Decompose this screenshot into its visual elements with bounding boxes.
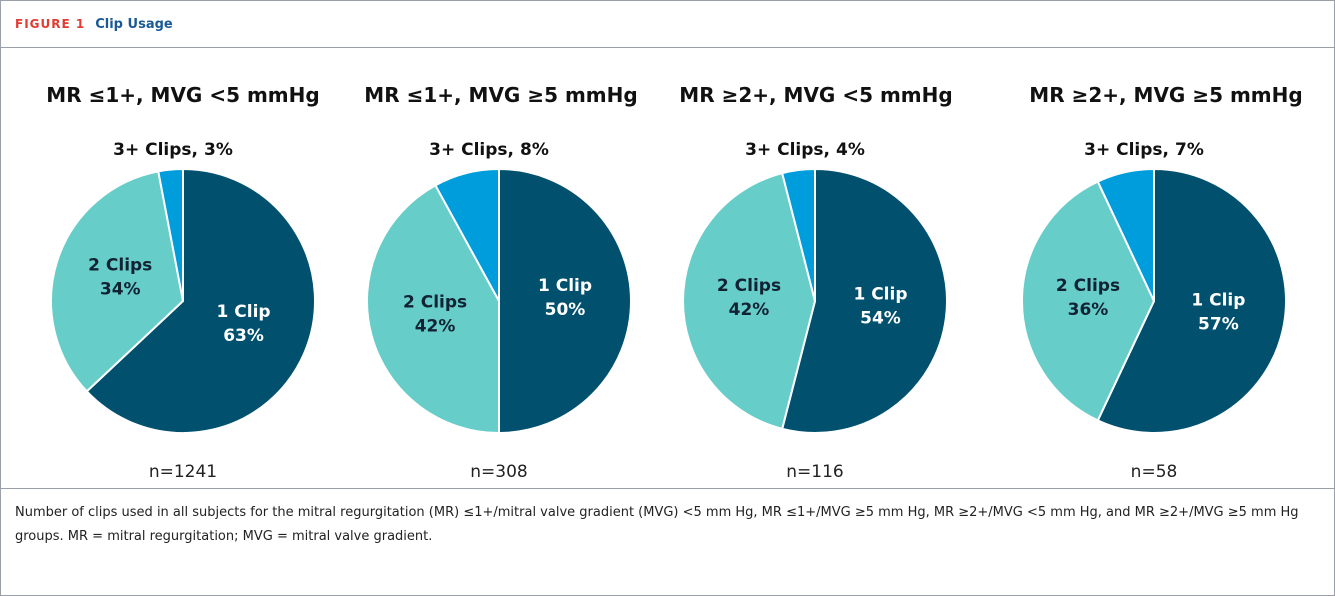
slice-label: 3+ Clips, 4% [745, 140, 865, 160]
pie-slice [85, 167, 316, 434]
sample-size: n=116 [786, 462, 843, 482]
sample-size: n=308 [470, 462, 527, 482]
pie-slice [366, 183, 500, 435]
value-label: 4% [836, 140, 865, 160]
sample-size: n=1241 [149, 462, 217, 482]
pie-slice [1021, 180, 1156, 422]
chart-title: MR ≥2+, MVG <5 mmHg [679, 83, 952, 107]
caption: Number of clips used in all subjects for… [15, 505, 1299, 544]
value-label: 50% [545, 300, 586, 320]
pie-slice [780, 167, 948, 434]
value-label: 7% [1175, 140, 1204, 160]
value-label: 42% [415, 316, 456, 336]
category-label: 2 Clips [88, 256, 152, 276]
category-label: 3+ Clips, [745, 140, 830, 160]
category-label: 3+ Clips, [1084, 140, 1169, 160]
slice-label: 2 Clips 36% [1056, 276, 1120, 320]
sample-size: n=58 [1131, 462, 1178, 482]
slice-label: 1 Clip 50% [538, 276, 592, 320]
slice-label: 2 Clips 42% [717, 276, 781, 320]
value-label: 63% [223, 326, 264, 346]
figure-header: FIGURE 1 Clip Usage [1, 1, 1334, 48]
value-label: 8% [520, 140, 549, 160]
category-label: 3+ Clips, [113, 140, 198, 160]
pie-slice [1096, 167, 1155, 302]
slice-label: 3+ Clips, 3% [113, 140, 233, 160]
pie-slice [780, 167, 816, 302]
figure-title: Clip Usage [95, 16, 173, 32]
slice-label: 1 Clip 57% [1191, 290, 1245, 334]
value-label: 42% [729, 300, 770, 320]
slice-label: 1 Clip 54% [853, 284, 907, 328]
category-label: 1 Clip [853, 284, 907, 304]
pie-slice [157, 167, 184, 302]
value-label: 34% [100, 280, 141, 300]
category-label: 3+ Clips, [429, 140, 514, 160]
value-label: 57% [1198, 314, 1239, 334]
slice-label: 3+ Clips, 7% [1084, 140, 1204, 160]
value-label: 54% [860, 308, 901, 328]
chart-title: MR ≤1+, MVG ≥5 mmHg [364, 83, 637, 107]
value-label: 36% [1068, 300, 1109, 320]
pie-slice [1096, 167, 1288, 434]
figure-label: FIGURE 1 [15, 17, 86, 31]
category-label: 2 Clips [717, 276, 781, 296]
pie-slice [50, 170, 185, 393]
category-label: 1 Clip [538, 276, 592, 296]
chart-title: MR ≤1+, MVG <5 mm​Hg [46, 83, 319, 107]
category-label: 2 Clips [403, 292, 467, 312]
slice-label: 3+ Clips, 8% [429, 140, 549, 160]
slice-label: 1 Clip 63% [217, 302, 271, 346]
category-label: 1 Clip [217, 302, 271, 322]
separator [1, 488, 1334, 489]
slice-label: 2 Clips 34% [88, 256, 152, 300]
charts: MR ≤1+, MVG <5 mm​Hg n=1241 1 Clip 63% 2 Cli… [46, 83, 1302, 482]
value-label: 3% [204, 140, 233, 160]
pie-slice [498, 167, 632, 435]
category-label: 1 Clip [1191, 290, 1245, 310]
category-label: 2 Clips [1056, 276, 1120, 296]
slice-label: 2 Clips 42% [403, 292, 467, 336]
pie-slice [434, 167, 500, 302]
pie-slice [682, 171, 817, 431]
chart-title: MR ≥2+, MVG ≥5 mmHg [1029, 83, 1302, 107]
